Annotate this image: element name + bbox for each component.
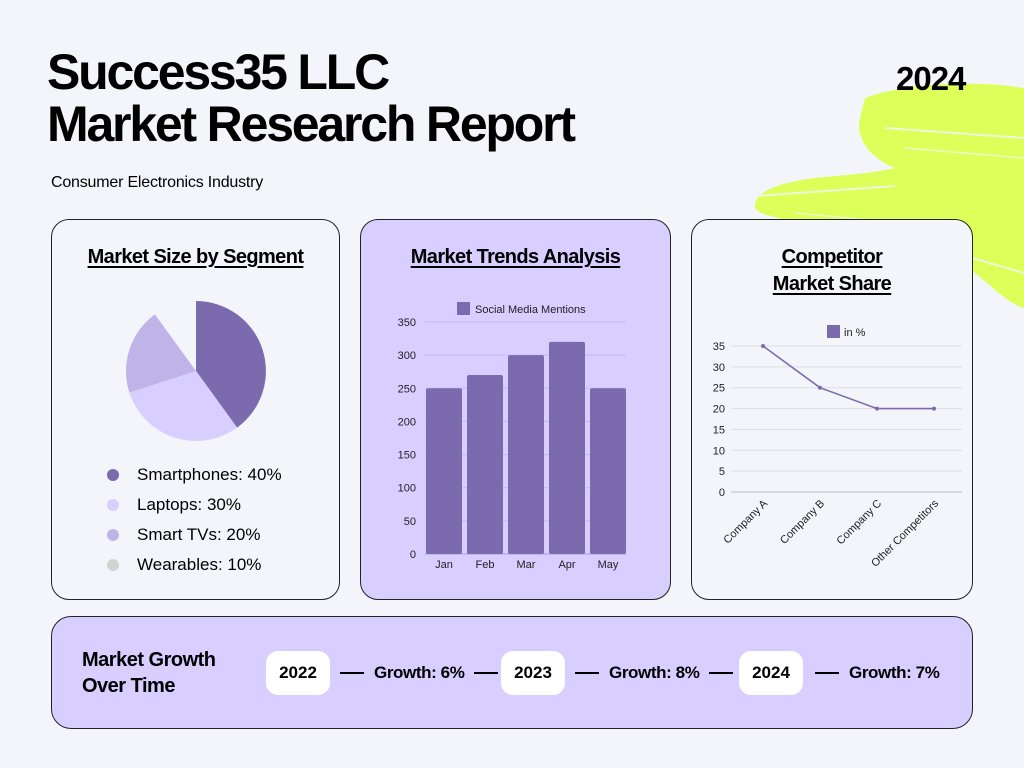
title-line: Competitor bbox=[781, 246, 883, 268]
y-tick: 5 bbox=[719, 466, 725, 478]
market-size-card: Market Size by Segment Smartphones: 40% … bbox=[51, 219, 340, 600]
timeline-connector bbox=[340, 672, 364, 674]
data-point bbox=[932, 406, 936, 411]
legend-label: Smartphones: 40% bbox=[137, 465, 282, 484]
market-share-line bbox=[762, 345, 934, 410]
timeline-connector bbox=[709, 672, 734, 674]
market-size-legend: Smartphones: 40% Laptops: 30% Smart TVs:… bbox=[107, 460, 282, 580]
x-label: Company C bbox=[835, 498, 885, 548]
y-tick: 250 bbox=[398, 383, 416, 395]
growth-label: Growth: 7% bbox=[849, 663, 940, 682]
y-tick: 15 bbox=[713, 424, 725, 436]
competitor-share-card: Competitor Market Share in % 0 5 10 15 2… bbox=[691, 219, 973, 600]
year-pill: 2022 bbox=[266, 651, 330, 695]
x-label: Mar bbox=[517, 559, 536, 571]
legend-dot-icon bbox=[107, 559, 119, 571]
report-year: 2024 bbox=[896, 60, 966, 97]
y-tick: 350 bbox=[398, 317, 416, 329]
legend-item-smartphones: Smartphones: 40% bbox=[107, 460, 282, 490]
title-line: Over Time bbox=[82, 675, 175, 697]
x-label: Company A bbox=[721, 497, 770, 546]
bar-mar bbox=[508, 355, 544, 554]
market-size-title: Market Size by Segment bbox=[87, 246, 304, 268]
pie-slice-laptops bbox=[129, 371, 238, 441]
legend-item-laptops: Laptops: 30% bbox=[107, 490, 282, 520]
timeline-item-2022: 2022 Growth: 6% bbox=[266, 651, 499, 695]
data-point bbox=[761, 344, 765, 348]
legend-item-wearables: Wearables: 10% bbox=[107, 550, 282, 580]
bar-legend-label: Social Media Mentions bbox=[475, 304, 586, 316]
legend-swatch-icon bbox=[457, 302, 470, 315]
y-tick: 150 bbox=[398, 450, 416, 462]
y-tick: 30 bbox=[713, 362, 725, 374]
industry-subtitle: Consumer Electronics Industry bbox=[51, 174, 264, 191]
y-tick: 10 bbox=[713, 445, 725, 457]
y-tick: 200 bbox=[398, 416, 416, 428]
title-report: Market Research Report bbox=[47, 96, 576, 152]
timeline-connector bbox=[575, 672, 599, 674]
y-tick: 50 bbox=[404, 516, 416, 528]
year-pill: 2023 bbox=[501, 651, 565, 695]
competitor-share-title: Competitor Market Share bbox=[692, 244, 972, 298]
legend-label: Laptops: 30% bbox=[137, 495, 241, 514]
market-trends-card: Market Trends Analysis Social Media Ment… bbox=[360, 219, 671, 600]
timeline-connector bbox=[815, 672, 839, 674]
x-label: May bbox=[598, 559, 619, 571]
y-tick: 0 bbox=[719, 487, 725, 499]
y-tick: 20 bbox=[713, 404, 725, 416]
year-pill: 2024 bbox=[739, 651, 803, 695]
timeline-item-2024: 2024 Growth: 7% bbox=[739, 651, 940, 695]
title-line: Market Share bbox=[772, 273, 892, 295]
market-size-pie-chart bbox=[126, 301, 266, 441]
timeline-item-2023: 2023 Growth: 8% bbox=[501, 651, 734, 695]
bar-jan bbox=[426, 388, 462, 554]
bar-may bbox=[590, 388, 626, 554]
report-title: Success35 LLC Market Research Report bbox=[47, 44, 576, 152]
x-label: Jan bbox=[435, 559, 453, 571]
x-label: Company B bbox=[778, 498, 827, 547]
y-tick: 100 bbox=[398, 483, 416, 495]
x-label: Feb bbox=[476, 559, 495, 571]
market-growth-title: Market Growth Over Time bbox=[82, 647, 216, 699]
legend-label: Wearables: 10% bbox=[137, 555, 262, 574]
legend-dot-icon bbox=[107, 499, 119, 511]
competitor-line-chart: in % 0 5 10 15 20 25 30 35 bbox=[713, 325, 962, 570]
bar-feb bbox=[467, 375, 503, 554]
market-trends-bar-chart: Social Media Mentions 0 50 100 150 200 2… bbox=[398, 302, 626, 571]
y-tick: 0 bbox=[410, 549, 416, 561]
y-tick: 35 bbox=[713, 341, 725, 353]
legend-label: Smart TVs: 20% bbox=[137, 525, 261, 544]
data-point bbox=[818, 385, 822, 390]
legend-dot-icon bbox=[107, 469, 119, 481]
bar-apr bbox=[549, 341, 585, 554]
growth-label: Growth: 6% bbox=[374, 663, 465, 682]
market-trends-title: Market Trends Analysis bbox=[410, 246, 621, 268]
line-legend-label: in % bbox=[844, 327, 866, 339]
pie-slice-smart-tvs bbox=[126, 314, 196, 393]
title-company: Success35 LLC bbox=[47, 44, 390, 100]
x-label: Apr bbox=[558, 559, 575, 571]
market-growth-card: Market Growth Over Time 2022 Growth: 6% … bbox=[51, 616, 973, 729]
growth-label: Growth: 8% bbox=[609, 663, 700, 682]
data-point bbox=[875, 406, 879, 411]
legend-swatch-icon bbox=[827, 325, 840, 338]
y-tick: 300 bbox=[398, 350, 416, 362]
pie-slice-smartphones bbox=[196, 301, 266, 428]
legend-dot-icon bbox=[107, 529, 119, 541]
y-tick: 25 bbox=[713, 383, 725, 395]
title-line: Market Growth bbox=[82, 649, 216, 671]
legend-item-smart-tvs: Smart TVs: 20% bbox=[107, 520, 282, 550]
timeline-connector bbox=[474, 672, 499, 674]
